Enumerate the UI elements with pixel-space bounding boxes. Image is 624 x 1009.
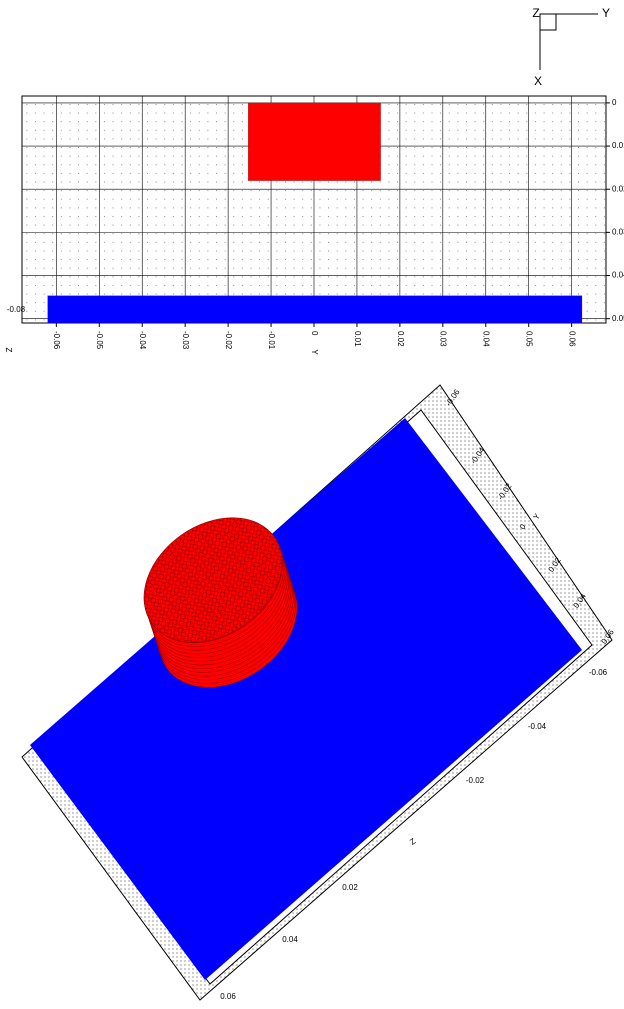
perspective-view: -0.06-0.04-0.0200.020.040.06Y-0.06-0.04-… bbox=[22, 385, 616, 1001]
x-tick-label: -0.04 bbox=[138, 331, 147, 350]
x-tick-label: -0.01 bbox=[267, 331, 276, 350]
x-axis-label: Y bbox=[310, 349, 319, 355]
figure: Z Y X -0.06 -0.04 -0.02 0 0.02 0.04 0.06 Y -0.06… bbox=[0, 0, 624, 1009]
x-tick-label: 0.03 bbox=[439, 331, 448, 347]
z-tick-label: -0.04 bbox=[528, 722, 547, 731]
z-tick-label: -0.06 bbox=[589, 668, 608, 677]
x-tick-label: 0 bbox=[310, 331, 319, 336]
x-tick-label: -0.02 bbox=[224, 331, 233, 350]
region bbox=[48, 296, 582, 323]
triad-label: Y bbox=[602, 6, 610, 20]
x-tick-label: 0.02 bbox=[396, 331, 405, 347]
triad-label: X bbox=[534, 74, 542, 88]
y-tick-label: 0.05 bbox=[612, 314, 624, 323]
y-tick-label: 0.04 bbox=[612, 271, 624, 280]
y-tick-label: -0.06 bbox=[444, 387, 462, 408]
y-axis-label: Y bbox=[531, 511, 542, 521]
x-tick-label: 0.06 bbox=[568, 331, 577, 347]
x-tick-label: 0.04 bbox=[482, 331, 491, 347]
triad-label: Z bbox=[532, 6, 539, 20]
z-tick-label: 0.04 bbox=[282, 935, 298, 944]
axis-triad: Z Y X bbox=[532, 6, 610, 88]
z-tick-label: 0.06 bbox=[220, 992, 236, 1001]
z-tick-label: -0.02 bbox=[466, 776, 485, 785]
z-tick-label: 0.02 bbox=[342, 883, 358, 892]
x-tick-label: 0.05 bbox=[525, 331, 534, 347]
x-tick-label: -0.03 bbox=[181, 331, 190, 350]
x-tick-label: -0.05 bbox=[95, 331, 104, 350]
y-tick-label: 0.02 bbox=[612, 184, 624, 193]
y-tick-label: 0 bbox=[612, 98, 617, 107]
y-tick-label: 0.03 bbox=[612, 227, 624, 236]
x-tick-label: 0.01 bbox=[353, 331, 362, 347]
z-axis-label: Z bbox=[408, 837, 417, 847]
y-tick-label: 0.01 bbox=[612, 141, 624, 150]
x-tick-label: -0.06 bbox=[52, 331, 61, 350]
corner-label: Z bbox=[4, 348, 13, 353]
region bbox=[248, 103, 380, 181]
corner-label: -0.08 bbox=[7, 305, 26, 314]
